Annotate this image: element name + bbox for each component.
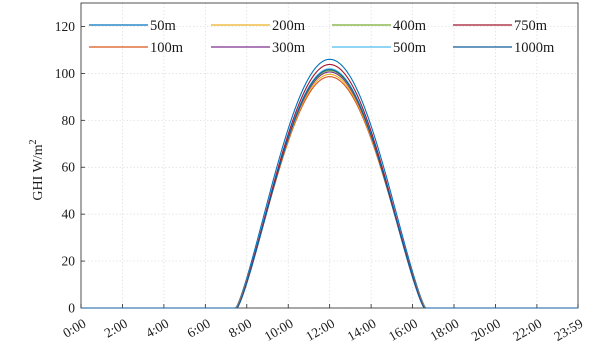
legend-label-500m: 500m <box>393 40 427 56</box>
legend-label-100m: 100m <box>150 40 184 56</box>
x-tick-label: 16:00 <box>386 315 420 343</box>
legend-label-200m: 200m <box>272 18 306 34</box>
y-axis-label-superscript: 2 <box>28 139 39 144</box>
y-tick-label: 20 <box>62 254 76 269</box>
grid-lines <box>80 3 579 309</box>
y-tick-label: 80 <box>62 113 76 128</box>
y-tick-label: 40 <box>62 207 76 222</box>
y-tick-label: 0 <box>68 301 75 316</box>
legend-label-750m: 750m <box>514 18 548 34</box>
y-axis-ticks: 0 20 40 60 80 100 120 <box>55 19 85 316</box>
x-tick-label: 6:00 <box>185 315 214 340</box>
x-axis-ticks: 0:00 2:00 4:00 6:00 8:00 10:00 12:00 14:00 16:00… <box>60 304 586 344</box>
y-axis-label: GHI W/m2 <box>28 139 46 200</box>
legend-label-300m: 300m <box>272 40 306 56</box>
series-lines <box>81 58 578 309</box>
y-tick-label: 60 <box>62 160 76 175</box>
x-tick-label: 0:00 <box>60 315 89 340</box>
y-axis-label-text: GHI W/m <box>31 144 46 200</box>
legend-label-50m: 50m <box>150 18 177 34</box>
y-tick-label: 100 <box>55 66 76 81</box>
legend-label-400m: 400m <box>393 18 427 34</box>
legend: 50m 100m 200m 300m 400m 500m 750m 1000m <box>89 18 555 56</box>
series-line-50m <box>81 58 578 309</box>
x-tick-label: 10:00 <box>262 315 296 343</box>
x-tick-label: 22:00 <box>510 315 544 343</box>
x-tick-label: 2:00 <box>102 315 131 340</box>
x-tick-label: 23:59 <box>551 315 585 343</box>
x-tick-label: 18:00 <box>427 315 461 343</box>
y-tick-label: 120 <box>55 19 76 34</box>
legend-label-1000m: 1000m <box>514 40 555 56</box>
series-line-1000m <box>81 69 578 309</box>
x-tick-label: 14:00 <box>344 315 378 343</box>
x-tick-label: 20:00 <box>469 315 503 343</box>
x-tick-label: 4:00 <box>143 315 172 340</box>
x-tick-label: 8:00 <box>226 315 255 340</box>
x-tick-label: 12:00 <box>303 315 337 343</box>
